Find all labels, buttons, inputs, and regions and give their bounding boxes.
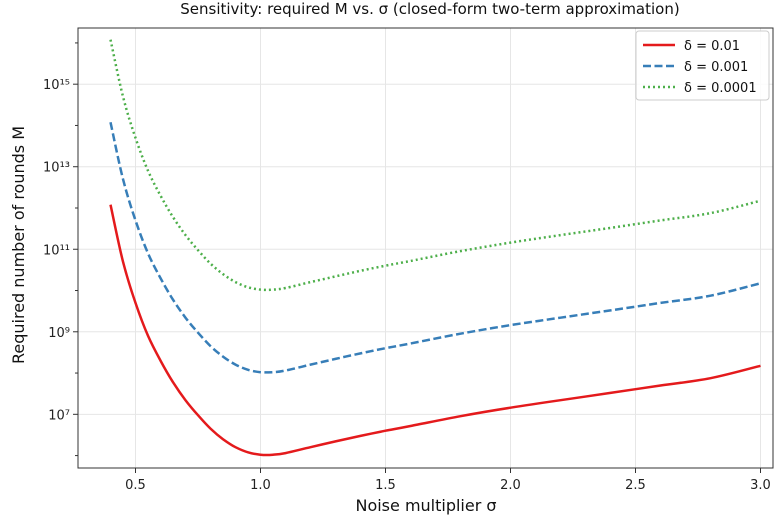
y-tick-label: 10⁹ — [48, 326, 70, 341]
legend-frame — [635, 30, 770, 101]
x-tick-label: 2.0 — [500, 478, 521, 493]
series-layer — [109, 39, 761, 457]
series-line-1 — [109, 204, 761, 457]
y-axis-label: Required number of rounds M — [9, 126, 28, 364]
legend: δ = 0.01 δ = 0.001 δ = 0.0001 — [635, 30, 770, 101]
legend-label-2: δ = 0.001 — [684, 60, 748, 75]
x-tick-label: 1.5 — [375, 478, 396, 493]
x-axis: 0.5 1.0 1.5 2.0 2.5 3.0 — [125, 468, 771, 493]
plot-frame — [77, 27, 774, 469]
y-axis: 10⁷ 10⁹ 10¹¹ 10¹³ 10¹⁵ — [43, 42, 78, 457]
y-tick-label: 10¹³ — [43, 161, 70, 176]
y-tick-label: 10⁷ — [48, 408, 70, 423]
x-tick-label: 0.5 — [125, 478, 146, 493]
series-line-3 — [109, 39, 761, 292]
x-tick-label: 3.0 — [750, 478, 771, 493]
legend-label-1: δ = 0.01 — [684, 39, 740, 54]
legend-label-3: δ = 0.0001 — [684, 81, 757, 96]
x-tick-label: 2.5 — [625, 478, 646, 493]
x-axis-label: Noise multiplier σ — [355, 496, 496, 515]
chart-title: Sensitivity: required M vs. σ (closed-fo… — [180, 0, 679, 18]
y-tick-label: 10¹⁵ — [43, 78, 70, 93]
y-tick-label: 10¹¹ — [43, 243, 70, 258]
x-tick-label: 1.0 — [250, 478, 271, 493]
